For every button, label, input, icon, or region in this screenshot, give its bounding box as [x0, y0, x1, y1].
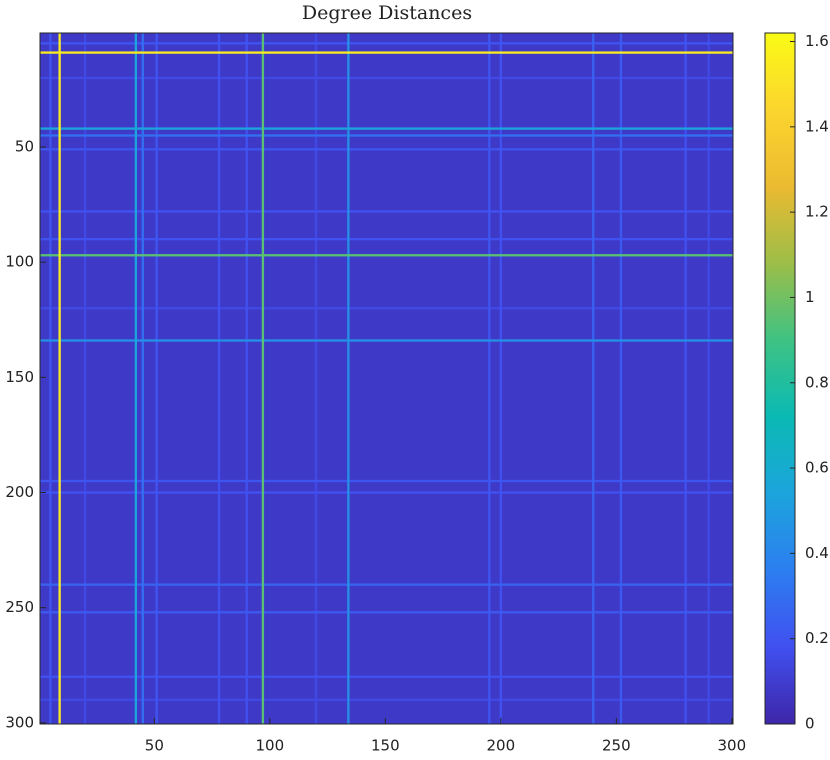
- colorbar-tick-label: 0: [805, 715, 815, 733]
- heatmap-column: [49, 33, 52, 724]
- heatmap-column: [58, 33, 61, 724]
- heatmap-row: [40, 134, 733, 137]
- colorbar-tick-label: 0.2: [805, 629, 829, 647]
- heatmap-column: [684, 33, 687, 724]
- colorbar-tick-label: 1.2: [805, 203, 829, 221]
- colorbar-tick-label: 0.8: [805, 373, 829, 391]
- heatmap-row: [40, 210, 733, 213]
- heatmap-column: [499, 33, 502, 724]
- x-tick-label: 50: [145, 737, 164, 755]
- heatmap-row: [40, 76, 733, 80]
- heatmap-column: [347, 33, 350, 724]
- heatmap-column: [155, 33, 158, 724]
- y-tick-label: 150: [5, 368, 34, 386]
- plot-frame: [39, 32, 734, 725]
- x-tick-label: 100: [256, 737, 285, 755]
- heatmap-row: [40, 127, 733, 130]
- x-tick-label: 200: [487, 737, 516, 755]
- x-tick-label: 150: [371, 737, 400, 755]
- heatmap-row: [40, 148, 733, 151]
- y-tick-label: 300: [5, 713, 34, 731]
- heatmap-row: [40, 675, 733, 678]
- colorbar-tick-label: 1.6: [805, 32, 829, 50]
- y-tick-label: 50: [15, 138, 34, 156]
- heatmap-row: [40, 307, 733, 310]
- heatmap-row: [40, 583, 733, 586]
- heatmap-column: [619, 33, 623, 724]
- heatmap-column: [592, 33, 595, 724]
- heatmap-row: [40, 254, 733, 257]
- y-tick-label: 250: [5, 598, 34, 616]
- heatmap-row: [40, 491, 733, 494]
- heatmap-row: [40, 42, 733, 45]
- x-tick-label: 250: [602, 737, 631, 755]
- colorbar-tick-label: 1: [805, 288, 815, 306]
- heatmap-column: [134, 33, 138, 724]
- colorbar: [764, 32, 796, 725]
- colorbar-tick-label: 0.6: [805, 459, 829, 477]
- heatmap-column: [83, 33, 87, 724]
- heatmap-column: [314, 33, 318, 724]
- colorbar-tick-label: 1.4: [805, 117, 829, 135]
- heatmap-column: [488, 33, 491, 724]
- x-tick-label: 300: [718, 737, 747, 755]
- y-tick-label: 100: [5, 253, 34, 271]
- heatmap-row: [40, 479, 733, 483]
- heatmap-column: [261, 33, 265, 724]
- heatmap-row: [40, 51, 733, 54]
- heatmap-row: [40, 339, 733, 342]
- heatmap-column: [245, 33, 248, 724]
- heatmap-column: [217, 33, 221, 724]
- heatmap-row: [40, 237, 733, 241]
- chart-title: Degree Distances: [302, 2, 472, 24]
- heatmap-row: [40, 611, 733, 614]
- heatmap-column: [707, 33, 710, 724]
- heatmap-row: [40, 698, 733, 701]
- colorbar-tick-label: 0.4: [805, 544, 829, 562]
- heatmap-column: [141, 33, 144, 724]
- y-tick-label: 200: [5, 483, 34, 501]
